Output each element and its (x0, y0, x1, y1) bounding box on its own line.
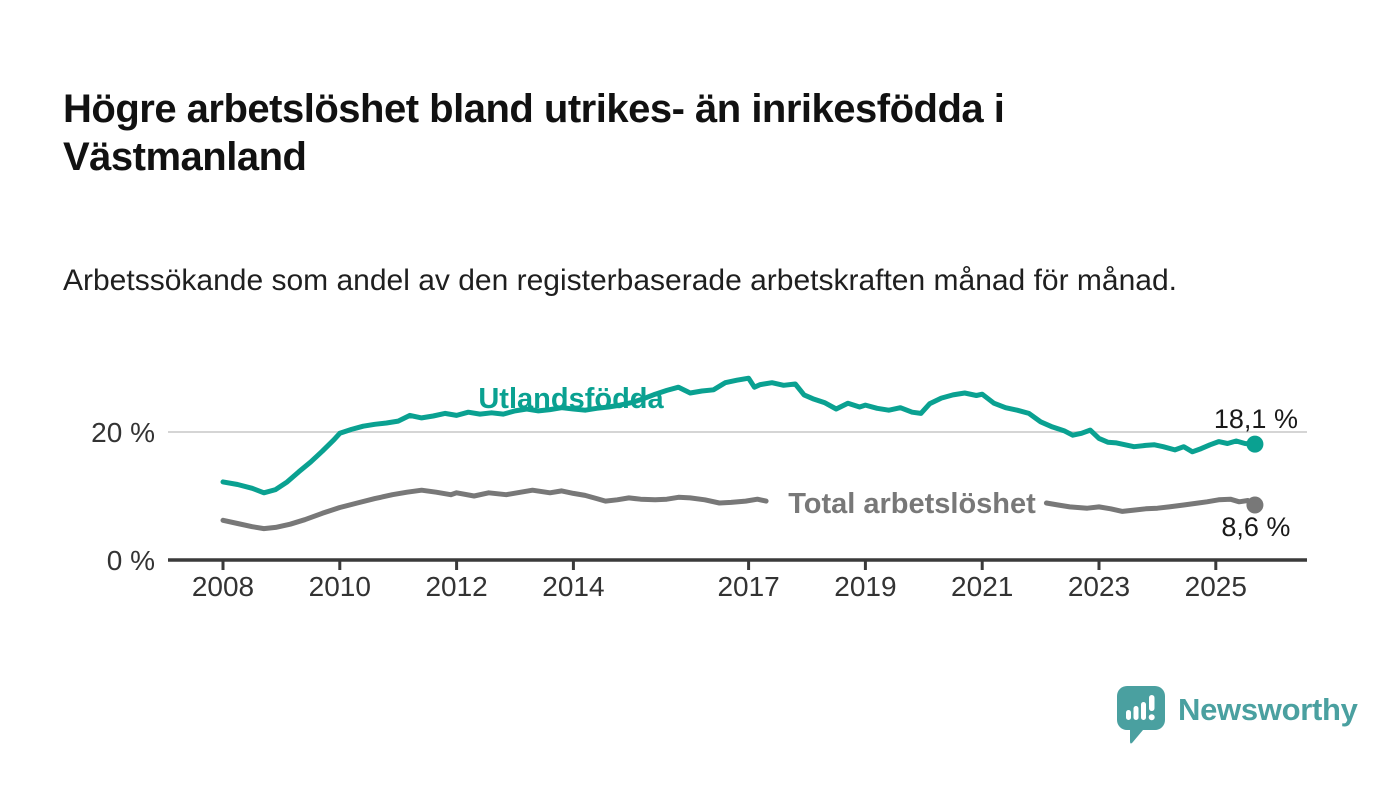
chart-subtitle: Arbetssökande som andel av den registerb… (63, 264, 1177, 297)
branding-footer: Newsworthy (1117, 686, 1358, 744)
y-tick-label: 0 % (107, 545, 155, 576)
x-tick-label: 2008 (192, 571, 254, 602)
x-tick-label: 2025 (1185, 571, 1247, 602)
series-end-label: 8,6 % (1221, 512, 1290, 542)
series-line-total (1043, 496, 1258, 514)
series-label: Utlandsfödda (478, 383, 664, 415)
series-end-dot (1246, 435, 1264, 453)
unemployment-line-chart: 2008 2010 2012 2014 2017 2019 2021 2023 2025 0 % 2… (91, 375, 1307, 602)
series-line-utlandsfodda (220, 375, 1258, 496)
x-tick-label: 2014 (542, 571, 604, 602)
series-end-dot (1246, 496, 1264, 514)
x-tick-label: 2023 (1068, 571, 1130, 602)
x-tick-label: 2012 (425, 571, 487, 602)
x-tick-label: 2021 (951, 571, 1013, 602)
series-end-label: 18,1 % (1214, 404, 1298, 434)
x-tick-label: 2017 (717, 571, 779, 602)
series-line-total (220, 487, 769, 532)
x-tick-label: 2010 (309, 571, 371, 602)
series-label: Total arbetslöshet (788, 488, 1036, 520)
x-tick-label: 2019 (834, 571, 896, 602)
bar-chart-speech-bubble-icon (1117, 686, 1165, 744)
y-tick-label: 20 % (91, 417, 155, 448)
brand-name: Newsworthy (1178, 691, 1358, 727)
page-title: Högre arbetslöshet bland utrikes- än inr… (63, 86, 1005, 179)
